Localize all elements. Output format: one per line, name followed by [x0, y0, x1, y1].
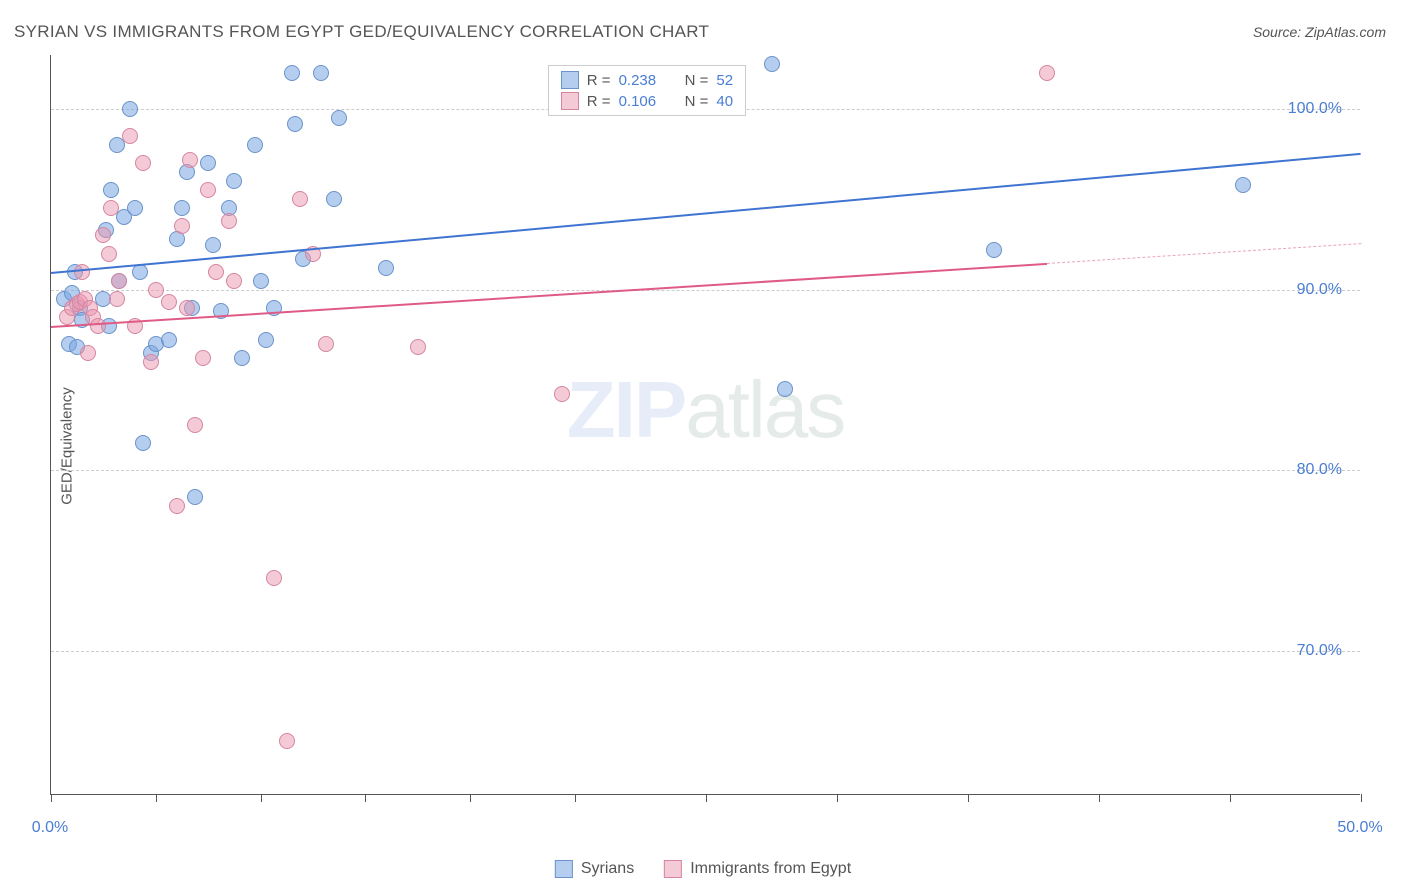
scatter-point [221, 213, 237, 229]
scatter-point [182, 152, 198, 168]
plot-area: ZIPatlas 70.0% 80.0% 90.0% 100.0% [50, 55, 1360, 795]
correlation-legend: R = 0.238 N = 52 R = 0.106 N = 40 [548, 65, 746, 116]
scatter-point [135, 435, 151, 451]
legend-swatch [561, 71, 579, 89]
legend-item: Immigrants from Egypt [664, 860, 851, 878]
scatter-point [777, 381, 793, 397]
y-tick-label: 70.0% [1297, 642, 1342, 660]
legend-item: Syrians [555, 860, 634, 878]
scatter-point [292, 191, 308, 207]
scatter-point [331, 110, 347, 126]
legend-label: Immigrants from Egypt [690, 860, 851, 878]
scatter-point [326, 191, 342, 207]
scatter-point [127, 200, 143, 216]
gridline [51, 470, 1360, 471]
scatter-point [95, 227, 111, 243]
scatter-point [122, 128, 138, 144]
scatter-point [284, 65, 300, 81]
x-tick [365, 794, 366, 802]
scatter-point [179, 300, 195, 316]
legend-swatch [664, 860, 682, 878]
source-label: Source: ZipAtlas.com [1253, 24, 1386, 40]
x-tick [837, 794, 838, 802]
x-tick [575, 794, 576, 802]
legend-swatch [555, 860, 573, 878]
trend-line [51, 263, 1047, 328]
x-tick-label: 50.0% [1337, 819, 1382, 837]
trend-line-extrapolated [1047, 243, 1361, 264]
x-tick [968, 794, 969, 802]
scatter-point [1039, 65, 1055, 81]
scatter-point [195, 350, 211, 366]
scatter-point [200, 155, 216, 171]
scatter-point [279, 733, 295, 749]
scatter-point [148, 282, 164, 298]
scatter-point [187, 489, 203, 505]
scatter-point [378, 260, 394, 276]
scatter-point [208, 264, 224, 280]
scatter-point [103, 182, 119, 198]
x-tick-label: 0.0% [32, 819, 68, 837]
legend-label: Syrians [581, 860, 634, 878]
legend-swatch [561, 92, 579, 110]
y-tick-label: 90.0% [1297, 281, 1342, 299]
scatter-point [226, 173, 242, 189]
y-tick-label: 80.0% [1297, 461, 1342, 479]
scatter-point [554, 386, 570, 402]
scatter-point [1235, 177, 1251, 193]
gridline [51, 651, 1360, 652]
scatter-point [764, 56, 780, 72]
scatter-point [410, 339, 426, 355]
scatter-point [253, 273, 269, 289]
x-tick [1099, 794, 1100, 802]
scatter-point [169, 498, 185, 514]
scatter-point [143, 354, 159, 370]
scatter-point [287, 116, 303, 132]
scatter-point [174, 218, 190, 234]
x-tick [1230, 794, 1231, 802]
x-tick [1361, 794, 1362, 802]
scatter-point [247, 137, 263, 153]
scatter-point [80, 345, 96, 361]
scatter-point [986, 242, 1002, 258]
x-tick [706, 794, 707, 802]
x-tick [156, 794, 157, 802]
x-tick [470, 794, 471, 802]
scatter-point [258, 332, 274, 348]
scatter-point [174, 200, 190, 216]
x-tick [51, 794, 52, 802]
scatter-point [101, 246, 117, 262]
x-tick [261, 794, 262, 802]
scatter-point [161, 294, 177, 310]
scatter-point [111, 273, 127, 289]
legend-stat-row: R = 0.238 N = 52 [561, 71, 733, 89]
scatter-point [200, 182, 216, 198]
scatter-point [122, 101, 138, 117]
scatter-point [226, 273, 242, 289]
scatter-point [318, 336, 334, 352]
scatter-point [161, 332, 177, 348]
scatter-point [109, 291, 125, 307]
scatter-point [205, 237, 221, 253]
scatter-point [103, 200, 119, 216]
scatter-point [313, 65, 329, 81]
y-tick-label: 100.0% [1288, 100, 1342, 118]
gridline [51, 290, 1360, 291]
watermark: ZIPatlas [567, 364, 844, 456]
scatter-point [266, 570, 282, 586]
series-legend: Syrians Immigrants from Egypt [555, 860, 851, 878]
chart-title: SYRIAN VS IMMIGRANTS FROM EGYPT GED/EQUI… [14, 22, 709, 42]
scatter-point [234, 350, 250, 366]
legend-stat-row: R = 0.106 N = 40 [561, 92, 733, 110]
scatter-point [135, 155, 151, 171]
scatter-point [90, 318, 106, 334]
scatter-point [187, 417, 203, 433]
